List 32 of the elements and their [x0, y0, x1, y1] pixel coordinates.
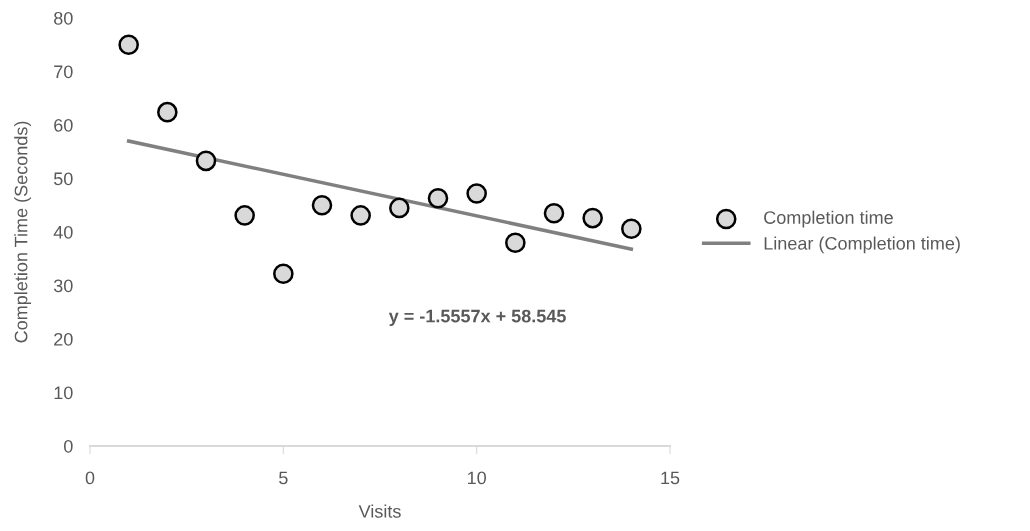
point [505, 232, 526, 253]
y-tick-label: 80 [54, 11, 73, 25]
y-tick-label: 20 [54, 332, 73, 346]
x-tick-label: 0 [85, 471, 95, 485]
point [234, 205, 255, 226]
point [157, 101, 178, 123]
point [195, 150, 217, 172]
x-tick-label: 5 [279, 471, 288, 485]
point [621, 218, 642, 240]
y-tick-label: 30 [53, 279, 73, 293]
x-axis-title: Visits [358, 504, 401, 518]
y-tick-label: 50 [53, 172, 73, 186]
y-axis-title: Completion Time (Seconds) [14, 121, 32, 343]
legend-label: Completion time [764, 210, 893, 228]
annotation: y = -1.5557x + 58.545 [388, 309, 566, 327]
point [118, 34, 139, 56]
y-tick-label: 10 [54, 386, 73, 400]
point [543, 202, 565, 224]
legend-label: Linear (Completion time) [764, 236, 960, 254]
y-tick-label: 60 [54, 118, 73, 132]
y-tick-label: 40 [53, 225, 73, 239]
point [273, 263, 294, 285]
point [466, 183, 487, 204]
x-tick-label: 10 [468, 471, 486, 485]
point [389, 197, 410, 219]
x-tick-label: 15 [661, 471, 680, 485]
y-tick-label: 70 [54, 65, 73, 79]
point [582, 207, 603, 229]
point [350, 205, 371, 226]
point [427, 187, 449, 209]
point [311, 194, 333, 216]
y-tick-label: 0 [64, 439, 73, 453]
